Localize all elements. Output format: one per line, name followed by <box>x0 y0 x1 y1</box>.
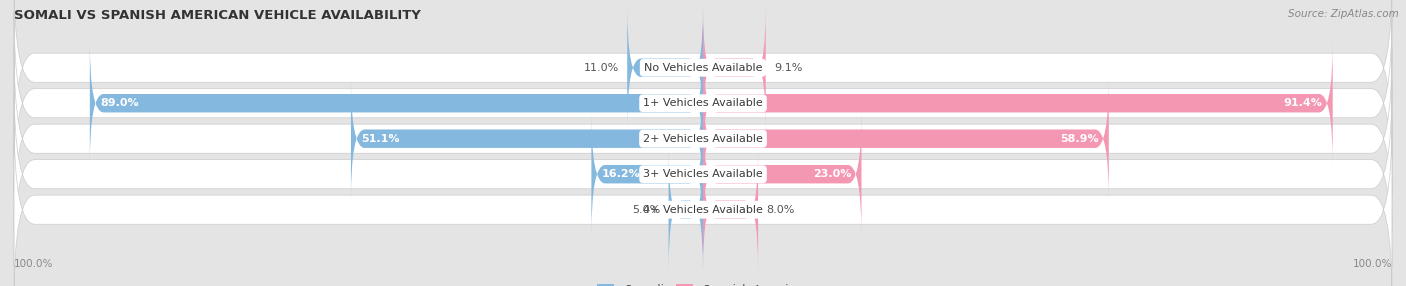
Text: 58.9%: 58.9% <box>1060 134 1098 144</box>
Text: 23.0%: 23.0% <box>813 169 851 179</box>
Text: No Vehicles Available: No Vehicles Available <box>644 63 762 73</box>
Text: 89.0%: 89.0% <box>100 98 139 108</box>
Text: 1+ Vehicles Available: 1+ Vehicles Available <box>643 98 763 108</box>
FancyBboxPatch shape <box>14 0 1392 160</box>
Text: 51.1%: 51.1% <box>361 134 399 144</box>
Text: Source: ZipAtlas.com: Source: ZipAtlas.com <box>1288 9 1399 19</box>
FancyBboxPatch shape <box>703 112 862 236</box>
FancyBboxPatch shape <box>14 118 1392 286</box>
Text: 3+ Vehicles Available: 3+ Vehicles Available <box>643 169 763 179</box>
Text: 8.0%: 8.0% <box>766 205 794 215</box>
Text: SOMALI VS SPANISH AMERICAN VEHICLE AVAILABILITY: SOMALI VS SPANISH AMERICAN VEHICLE AVAIL… <box>14 9 420 21</box>
Text: 4+ Vehicles Available: 4+ Vehicles Available <box>643 205 763 215</box>
Text: 11.0%: 11.0% <box>583 63 619 73</box>
Text: 16.2%: 16.2% <box>602 169 641 179</box>
FancyBboxPatch shape <box>352 77 703 200</box>
FancyBboxPatch shape <box>14 11 1392 195</box>
FancyBboxPatch shape <box>669 148 703 271</box>
FancyBboxPatch shape <box>627 6 703 130</box>
FancyBboxPatch shape <box>703 41 1333 165</box>
Text: 2+ Vehicles Available: 2+ Vehicles Available <box>643 134 763 144</box>
FancyBboxPatch shape <box>14 47 1392 231</box>
FancyBboxPatch shape <box>592 112 703 236</box>
FancyBboxPatch shape <box>703 77 1109 200</box>
Text: 100.0%: 100.0% <box>14 259 53 269</box>
Text: 9.1%: 9.1% <box>773 63 803 73</box>
Text: 5.0%: 5.0% <box>633 205 661 215</box>
FancyBboxPatch shape <box>90 41 703 165</box>
Text: 100.0%: 100.0% <box>1353 259 1392 269</box>
FancyBboxPatch shape <box>703 6 766 130</box>
FancyBboxPatch shape <box>14 82 1392 266</box>
Text: 91.4%: 91.4% <box>1284 98 1323 108</box>
FancyBboxPatch shape <box>703 148 758 271</box>
Legend: Somali, Spanish American: Somali, Spanish American <box>592 279 814 286</box>
